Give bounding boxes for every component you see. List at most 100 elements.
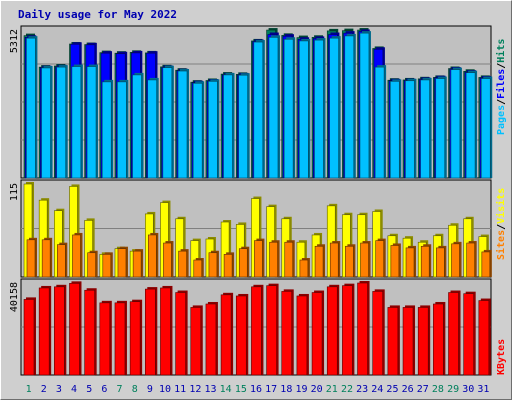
bar-kbytes-day-5 bbox=[84, 288, 97, 376]
x-tick-label-day-26: 26 bbox=[402, 384, 414, 395]
bar-sites-day-16 bbox=[254, 238, 265, 278]
x-tick-label-day-13: 13 bbox=[204, 384, 216, 395]
bar-pages-day-9 bbox=[147, 77, 159, 179]
bar-sites-day-12 bbox=[193, 258, 204, 278]
legend-entry-hits: Hits bbox=[495, 39, 507, 63]
bar-sites-day-9 bbox=[147, 232, 159, 278]
x-tick-label-day-15: 15 bbox=[235, 384, 247, 395]
bar-sites-day-17 bbox=[269, 240, 280, 278]
bar-sites-day-14 bbox=[223, 252, 235, 278]
bar-sites-day-27 bbox=[420, 244, 432, 278]
x-tick-label-day-16: 16 bbox=[250, 384, 262, 395]
bar-sites-day-22 bbox=[345, 244, 356, 278]
panel-hits_files_pages: 5312 bbox=[9, 25, 493, 179]
bar-kbytes-day-24 bbox=[372, 289, 385, 376]
bar-kbytes-day-12 bbox=[190, 305, 203, 376]
bar-pages-day-22 bbox=[344, 33, 356, 179]
bar-sites-day-26 bbox=[405, 245, 417, 278]
x-tick-label-day-4: 4 bbox=[71, 384, 77, 395]
bar-kbytes-day-6 bbox=[99, 300, 112, 376]
x-tick-label-day-14: 14 bbox=[220, 384, 232, 395]
chart-title: Daily usage for May 2022 bbox=[18, 8, 177, 21]
bar-pages-day-17 bbox=[268, 35, 280, 179]
bar-pages-day-1 bbox=[26, 36, 38, 179]
x-tick-label-day-3: 3 bbox=[56, 384, 62, 395]
bar-kbytes-day-20 bbox=[311, 290, 325, 376]
x-tick-label-day-2: 2 bbox=[41, 384, 47, 395]
bar-kbytes-day-26 bbox=[402, 305, 416, 376]
bar-sites-day-19 bbox=[299, 258, 310, 278]
bar-sites-day-1 bbox=[26, 237, 37, 278]
bar-pages-day-7 bbox=[117, 79, 129, 179]
bar-pages-day-5 bbox=[86, 64, 99, 179]
bar-pages-day-15 bbox=[238, 73, 250, 179]
bar-pages-day-20 bbox=[314, 38, 326, 179]
legend-top: Pages/Files/Hits bbox=[495, 39, 507, 135]
bar-kbytes-day-7 bbox=[114, 300, 127, 376]
legend-entry-kbytes: KBytes bbox=[496, 339, 507, 375]
legend-separator: / bbox=[496, 99, 507, 105]
legend-entry-sites: Sites bbox=[495, 230, 507, 260]
x-tick-label-day-19: 19 bbox=[295, 384, 307, 395]
bar-pages-day-12 bbox=[192, 81, 205, 179]
x-tick-label-day-27: 27 bbox=[417, 384, 429, 395]
x-tick-label-day-20: 20 bbox=[311, 384, 323, 395]
bar-sites-day-7 bbox=[117, 246, 128, 278]
ytick-label-visits_sites: 115 bbox=[9, 183, 20, 201]
bar-sites-day-15 bbox=[238, 246, 250, 278]
legend-entry-visits: Visits bbox=[495, 188, 507, 224]
x-tick-label-day-30: 30 bbox=[462, 384, 474, 395]
bar-pages-day-2 bbox=[41, 65, 53, 179]
bar-kbytes-day-22 bbox=[342, 283, 355, 376]
bar-pages-day-26 bbox=[405, 78, 417, 179]
x-tick-label-day-5: 5 bbox=[86, 384, 92, 395]
legend-separator: / bbox=[496, 224, 507, 230]
bar-sites-day-3 bbox=[57, 242, 68, 278]
legend-entry-pages: Pages bbox=[496, 105, 507, 135]
x-tick-label-day-10: 10 bbox=[159, 384, 171, 395]
x-tick-label-day-1: 1 bbox=[26, 384, 32, 395]
x-tick-label-day-18: 18 bbox=[280, 384, 292, 395]
bar-sites-day-25 bbox=[390, 243, 401, 278]
bar-kbytes-day-14 bbox=[220, 292, 234, 376]
bar-kbytes-day-19 bbox=[296, 293, 309, 376]
bar-kbytes-day-15 bbox=[235, 293, 249, 376]
bar-kbytes-day-9 bbox=[144, 287, 158, 376]
legend-middle: Sites/Visits bbox=[495, 188, 507, 260]
x-tick-label-day-31: 31 bbox=[477, 384, 489, 395]
bar-pages-day-27 bbox=[420, 77, 432, 179]
x-tick-label-day-29: 29 bbox=[447, 384, 459, 395]
bar-sites-day-28 bbox=[436, 245, 447, 278]
x-tick-label-day-9: 9 bbox=[147, 384, 153, 395]
x-tick-label-day-11: 11 bbox=[174, 384, 186, 395]
ytick-label-hits_files_pages: 5312 bbox=[9, 29, 20, 53]
x-tick-label-day-8: 8 bbox=[132, 384, 138, 395]
bar-kbytes-day-18 bbox=[281, 289, 294, 376]
bar-sites-day-10 bbox=[163, 241, 174, 278]
x-tick-label-day-23: 23 bbox=[356, 384, 368, 395]
x-tick-label-day-21: 21 bbox=[326, 384, 338, 395]
bar-pages-day-28 bbox=[435, 76, 447, 179]
bar-kbytes-day-2 bbox=[38, 285, 52, 376]
bar-sites-day-6 bbox=[102, 252, 113, 278]
bar-kbytes-day-21 bbox=[326, 284, 340, 376]
bar-sites-day-29 bbox=[451, 241, 462, 278]
bar-sites-day-5 bbox=[87, 250, 98, 278]
bar-kbytes-day-13 bbox=[205, 301, 218, 376]
bar-kbytes-day-3 bbox=[54, 284, 67, 376]
legend-separator: / bbox=[496, 63, 507, 69]
bar-pages-day-21 bbox=[329, 36, 341, 179]
bar-pages-day-14 bbox=[223, 72, 235, 179]
bar-kbytes-day-29 bbox=[448, 290, 461, 376]
ytick-label-kbytes: 40158 bbox=[9, 282, 20, 312]
bar-pages-day-11 bbox=[177, 69, 190, 179]
bar-kbytes-day-10 bbox=[160, 285, 173, 376]
bar-sites-day-31 bbox=[481, 249, 492, 278]
bar-kbytes-day-28 bbox=[433, 301, 446, 376]
legend-bottom: KBytes bbox=[496, 339, 507, 375]
bar-kbytes-day-4 bbox=[69, 281, 82, 376]
bar-sites-day-11 bbox=[178, 249, 189, 278]
bar-pages-day-19 bbox=[299, 38, 311, 179]
bar-pages-day-29 bbox=[450, 67, 462, 179]
x-tick-label-day-12: 12 bbox=[189, 384, 201, 395]
